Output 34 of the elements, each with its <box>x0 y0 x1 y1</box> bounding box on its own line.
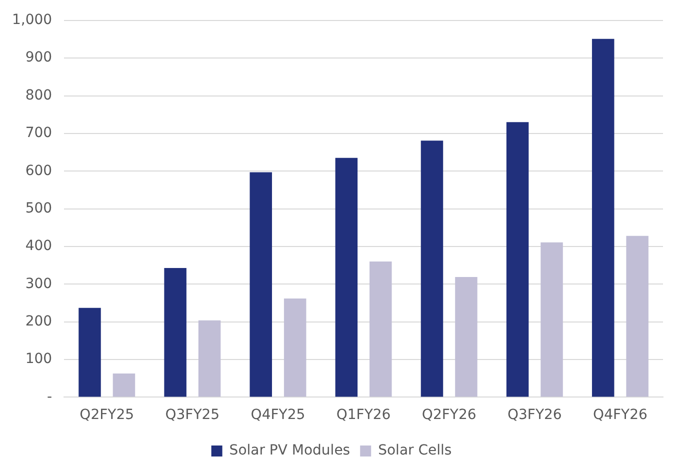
y-tick-label: 900 <box>25 50 52 66</box>
y-tick-label: 600 <box>25 162 52 179</box>
bar <box>198 320 221 397</box>
y-tick-label: 200 <box>25 313 52 330</box>
x-tick-label: Q3FY25 <box>165 407 220 424</box>
y-tick-label: 100 <box>25 351 52 368</box>
y-tick-label: 500 <box>25 200 52 216</box>
bar <box>164 268 186 397</box>
x-tick-label: Q3FY26 <box>507 407 562 424</box>
y-tick-label: 400 <box>25 238 52 254</box>
bar <box>626 236 648 397</box>
y-tick-label: 300 <box>25 276 52 292</box>
bar <box>78 308 101 397</box>
bar <box>592 38 614 397</box>
bar <box>370 262 392 397</box>
legend-label: Solar PV Modules <box>229 442 350 459</box>
y-tick-label: 800 <box>25 87 52 104</box>
bar <box>250 172 272 397</box>
x-tick-label: Q4FY25 <box>250 407 306 424</box>
y-tick-label: 700 <box>25 125 52 142</box>
x-tick-label: Q4FY26 <box>593 407 648 424</box>
x-tick-label: Q2FY25 <box>80 407 134 424</box>
legend-label: Solar Cells <box>378 442 452 459</box>
bar <box>506 122 529 397</box>
y-tick-label: 1,000 <box>12 12 52 28</box>
bar <box>420 140 444 397</box>
bar <box>540 242 563 397</box>
bar <box>455 277 478 397</box>
y-tick-label: - <box>47 388 52 405</box>
x-tick-label: Q1FY26 <box>336 407 391 424</box>
bar <box>112 373 136 397</box>
bar <box>284 298 306 397</box>
bar <box>335 158 358 397</box>
x-tick-label: Q2FY26 <box>422 407 476 424</box>
